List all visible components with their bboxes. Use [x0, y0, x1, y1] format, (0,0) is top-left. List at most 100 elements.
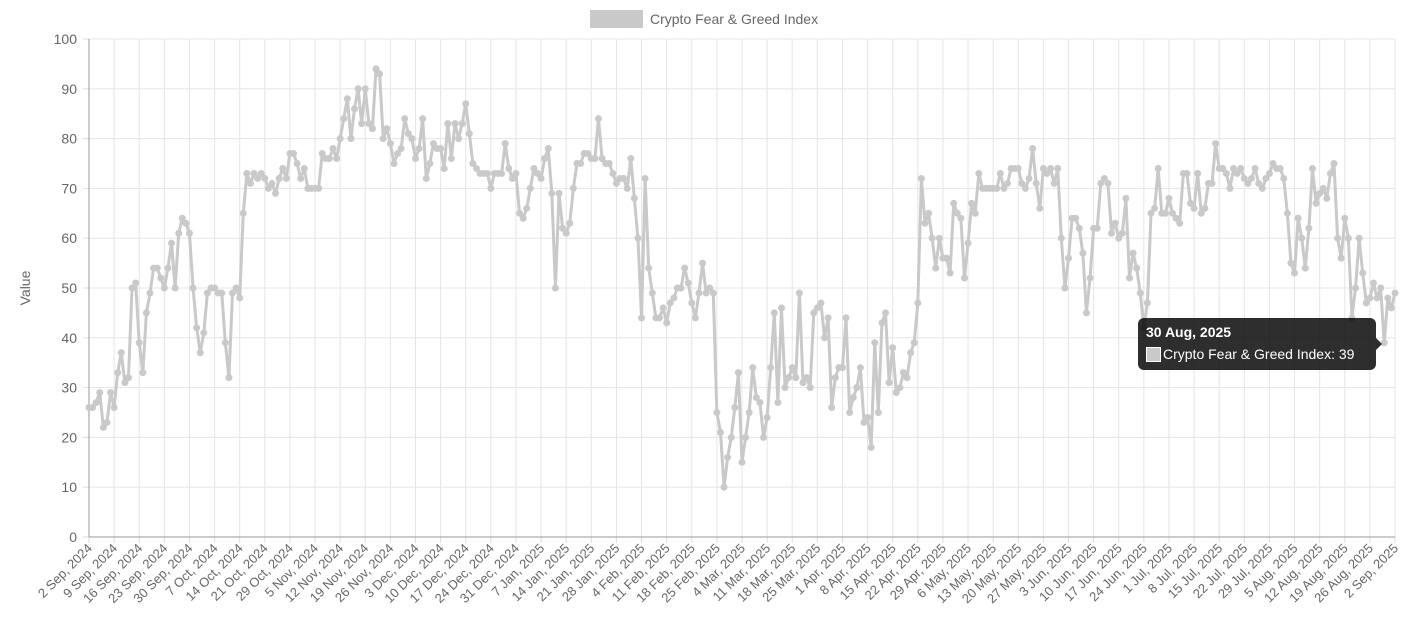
point: [519, 214, 527, 222]
point: [770, 309, 778, 317]
point: [193, 324, 201, 332]
point: [695, 289, 703, 297]
point: [1108, 229, 1116, 237]
point: [1172, 214, 1180, 222]
point: [1000, 184, 1008, 192]
point: [688, 299, 696, 307]
point: [903, 374, 911, 382]
point: [817, 299, 825, 307]
point: [472, 164, 480, 172]
point: [1093, 224, 1101, 232]
point: [584, 150, 592, 158]
point: [132, 279, 140, 287]
point: [1265, 169, 1273, 177]
point: [1233, 169, 1241, 177]
point: [458, 120, 466, 128]
point: [168, 239, 176, 247]
point: [1222, 169, 1230, 177]
point: [774, 399, 782, 407]
point: [1057, 234, 1065, 242]
point: [336, 135, 344, 143]
point: [315, 184, 323, 192]
point: [376, 70, 384, 78]
point: [1262, 174, 1270, 182]
point: [1219, 164, 1227, 172]
point: [964, 239, 972, 247]
point: [781, 384, 789, 392]
point: [282, 174, 290, 182]
point: [910, 339, 918, 347]
point: [351, 105, 359, 113]
point: [566, 219, 574, 227]
point: [957, 214, 965, 222]
point: [451, 120, 459, 128]
point: [379, 135, 387, 143]
point: [899, 369, 907, 377]
point: [1240, 174, 1248, 182]
point: [1283, 209, 1291, 217]
point: [1125, 274, 1133, 282]
point: [681, 264, 689, 272]
point: [394, 150, 402, 158]
point: [1118, 229, 1126, 237]
point: [229, 289, 237, 297]
point: [261, 174, 269, 182]
point: [1294, 214, 1302, 222]
point: [702, 289, 710, 297]
point: [512, 169, 520, 177]
point: [1018, 179, 1026, 187]
point: [225, 374, 233, 382]
point: [383, 125, 391, 133]
point: [412, 155, 419, 163]
point: [1039, 164, 1047, 172]
point: [1072, 214, 1080, 222]
point: [1287, 259, 1295, 267]
point: [250, 169, 258, 177]
point: [89, 404, 97, 412]
point: [684, 279, 692, 287]
point: [523, 204, 531, 212]
point: [124, 374, 132, 382]
point: [429, 140, 437, 148]
point: [731, 404, 739, 412]
point: [275, 174, 283, 182]
point: [831, 374, 839, 382]
point: [591, 155, 599, 163]
point: [562, 229, 570, 237]
point: [107, 389, 115, 397]
point: [117, 349, 125, 357]
point: [146, 289, 154, 297]
point: [408, 135, 416, 143]
point: [1032, 179, 1040, 187]
point: [1176, 219, 1184, 227]
point: [203, 289, 211, 297]
point: [279, 164, 287, 172]
point: [135, 339, 143, 347]
point: [996, 169, 1004, 177]
point: [1301, 264, 1309, 272]
point: [508, 174, 516, 182]
point: [943, 254, 951, 262]
point: [404, 130, 412, 138]
point: [960, 274, 968, 282]
point: [803, 374, 811, 382]
point: [1258, 184, 1266, 192]
point: [189, 284, 197, 292]
point: [663, 319, 671, 327]
point: [928, 234, 936, 242]
point: [824, 314, 832, 322]
point: [950, 199, 958, 207]
point: [1369, 279, 1377, 287]
point: [1065, 254, 1072, 262]
point: [767, 364, 775, 372]
point: [666, 299, 674, 307]
point: [594, 115, 602, 123]
point: [1380, 339, 1388, 347]
point: [630, 194, 638, 202]
point: [541, 155, 549, 163]
point: [1201, 204, 1209, 212]
point: [1122, 194, 1130, 202]
point: [221, 339, 229, 347]
point: [1359, 269, 1367, 277]
point: [1276, 164, 1284, 172]
